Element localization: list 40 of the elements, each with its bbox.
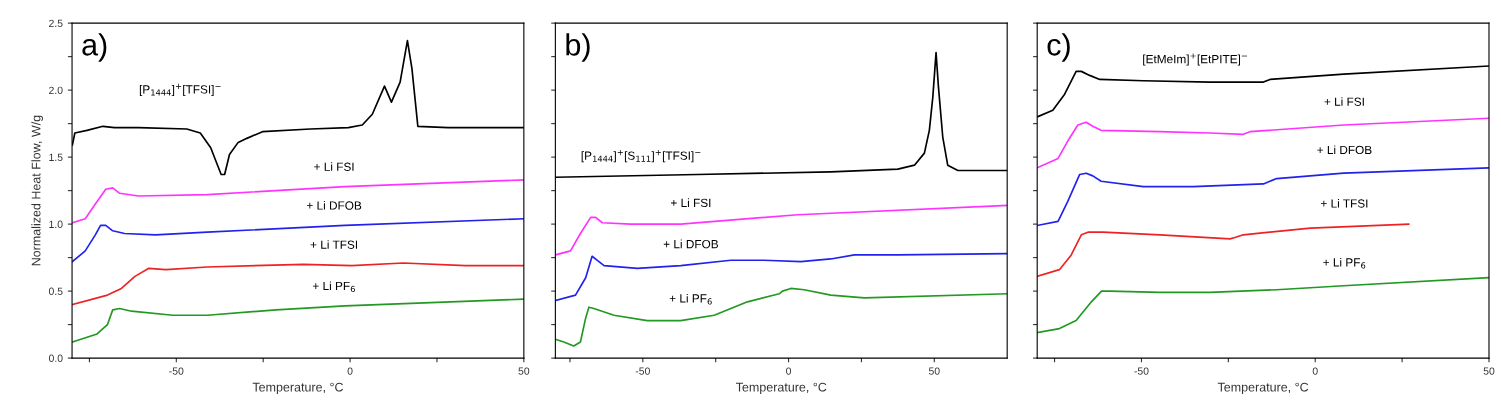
x-tick-label: 0 (1312, 367, 1318, 375)
line-series (72, 298, 524, 343)
text: [P$_{1444}$]$^{+}$[TFSI]$^{−}$ (139, 83, 221, 96)
chart-title: a) (82, 33, 107, 62)
y-tick-label: 2.5 (49, 19, 63, 28)
x-tick-label: 50 (1483, 367, 1495, 375)
y-tick-label: 1.5 (49, 153, 63, 161)
x-tick-label: 0 (786, 367, 792, 375)
series-label: + Li FSI (670, 198, 711, 208)
y-tick-label: 2.0 (49, 86, 63, 95)
x-tick-label: -50 (1134, 367, 1149, 375)
series-label: + Li PF$_{6}$ (312, 281, 355, 293)
x-tick-label: -50 (635, 367, 650, 375)
x-axis-title: Temperature, °C (1217, 382, 1309, 395)
line-series (72, 217, 524, 263)
series-label: + Li DFOB (663, 239, 719, 249)
series-label: + Li FSI (314, 162, 354, 171)
y-axis-title: Normalized Heat Flow, W/g (31, 115, 43, 266)
x-tick-label: -50 (169, 367, 184, 375)
series-label: + Li FSI (1324, 97, 1364, 106)
series-label: + Li PF$_{6}$ (1323, 257, 1366, 269)
chart-title: b) (566, 33, 590, 62)
series-label: + Li TFSI (310, 240, 358, 249)
y-tick-label: 0.5 (48, 287, 63, 295)
y-tick-label: 1.0 (49, 220, 63, 228)
chart-title: c) (1047, 33, 1070, 62)
x-tick-label: 50 (928, 367, 940, 375)
series-label: [EtMeIm]$^{+}$[EtPITE]$^{−}$ (1143, 53, 1248, 66)
y-tick-label: 0.0 (48, 354, 63, 362)
series-label: + Li DFOB (306, 201, 362, 210)
line-series (72, 262, 524, 306)
x-tick-label: 0 (347, 367, 353, 375)
x-axis-title: Temperature, °C (252, 382, 344, 395)
series-label: + Li DFOB (1317, 145, 1372, 155)
line-series (72, 179, 524, 224)
x-axis-title: Temperature, °C (735, 382, 827, 395)
x-tick-label: 50 (518, 367, 530, 375)
series-label: + Li PF$_{6}$ (669, 293, 712, 305)
text: [P$_{1444}$]$^{+}$[S$_{111}$]$^{+}$[TFSI]$^{−}$ (581, 150, 701, 163)
series-label: + Li TFSI (1320, 199, 1368, 208)
